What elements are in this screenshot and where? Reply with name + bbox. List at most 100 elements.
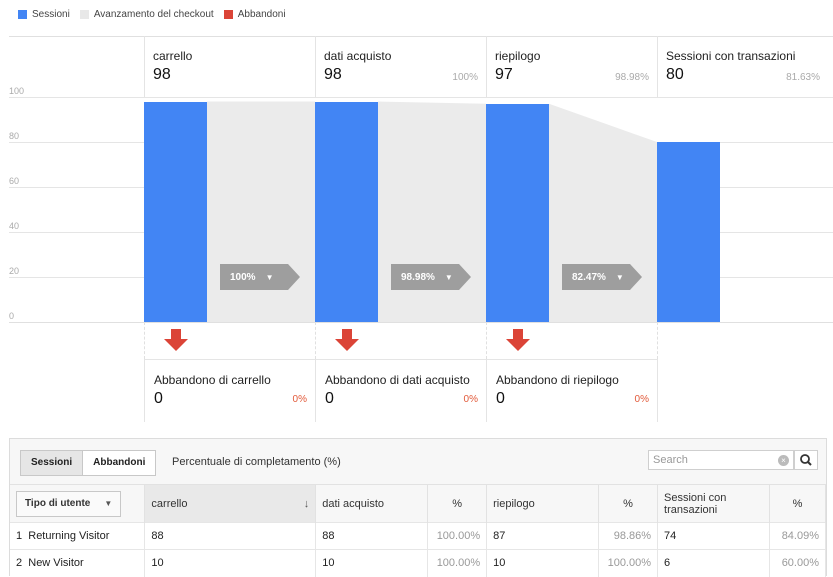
legend-label: Avanzamento del checkout [93, 9, 214, 20]
chevron-down-icon: ▼ [265, 272, 274, 282]
gridline [9, 97, 833, 98]
legend-item-abandons: Abbandoni [223, 9, 286, 20]
legend-item-progress: Avanzamento del checkout [79, 9, 214, 20]
search-button[interactable] [794, 450, 818, 470]
stage-value-transactions: 80 [666, 66, 684, 83]
column-separator [144, 36, 145, 97]
search-icon [800, 454, 812, 466]
column-header-cart[interactable]: carrello ↓ [144, 484, 317, 523]
abandon-title-cart: Abbandono di carrello [154, 373, 271, 387]
bar-transactions[interactable] [657, 142, 720, 322]
legend-swatch-red [223, 10, 233, 19]
chart-legend: Sessioni Avanzamento del checkout Abband… [18, 9, 296, 20]
chevron-down-icon: ▼ [444, 272, 453, 282]
cell-purchase-data: 10 [315, 549, 429, 577]
stage-value-summary: 97 [495, 66, 513, 83]
stage-pct-purchase-data: 100% [452, 72, 478, 83]
cell-transactions: 74 [657, 522, 770, 550]
cell-pct: 100.00% [427, 549, 488, 577]
abandon-value-summary: 0 [496, 390, 505, 407]
dimension-header: Tipo di utente ▼ [10, 484, 146, 523]
cell-summary: 10 [486, 549, 600, 577]
stage-name-cart: carrello [153, 49, 193, 63]
table-header-row: Tipo di utente ▼ carrello ↓ dati acquist… [10, 484, 827, 523]
breakdown-table: Tipo di utente ▼ carrello ↓ dati acquist… [10, 484, 827, 577]
cell-summary: 87 [486, 522, 600, 550]
dimension-label: Tipo di utente [25, 498, 91, 509]
column-separator [486, 359, 487, 422]
cell-pct: 100.00% [427, 522, 488, 550]
search-input[interactable]: Search × [648, 450, 794, 470]
stage-value-purchase-data: 98 [324, 66, 342, 83]
cell-pct: 98.86% [598, 522, 659, 550]
bar-cart[interactable] [144, 101, 207, 322]
column-header-purchase-data[interactable]: dati acquisto [315, 484, 429, 523]
row-name[interactable]: Returning Visitor [28, 530, 110, 542]
abandon-arrow-icon[interactable] [164, 329, 188, 351]
gridline [9, 322, 833, 323]
abandon-arrow-icon[interactable] [506, 329, 530, 351]
cell-cart: 88 [144, 522, 317, 550]
toggle-abandons[interactable]: Abbandoni [93, 457, 146, 468]
flow-rate-pill[interactable]: 98.98% ▼ [391, 264, 471, 290]
cell-pct: 100.00% [598, 549, 659, 577]
column-separator [144, 359, 145, 422]
legend-label: Sessioni [32, 9, 70, 20]
y-tick-label: 100 [9, 86, 25, 96]
column-header-summary[interactable]: riepilogo [486, 484, 600, 523]
stage-name-purchase-data: dati acquisto [324, 49, 392, 63]
bar-summary[interactable] [486, 103, 549, 322]
cell-pct: 60.00% [769, 549, 827, 577]
stage-value-cart: 98 [153, 66, 171, 83]
legend-swatch-gray [79, 10, 89, 19]
column-separator [657, 322, 658, 359]
column-header-pct[interactable]: % [769, 484, 827, 523]
toggle-sessions[interactable]: Sessioni [21, 451, 84, 475]
row-name[interactable]: New Visitor [28, 557, 84, 570]
funnel-chart: carrello 98 dati acquisto 98 100% riepil… [9, 36, 833, 422]
column-separator [315, 322, 316, 359]
table-row[interactable]: 1 Returning Visitor 88 88 100.00% 87 98.… [10, 522, 827, 550]
dimension-selector[interactable]: Tipo di utente ▼ [16, 490, 122, 517]
chart-top-border [9, 36, 833, 37]
table-row[interactable]: 2 New Visitor 10 10 100.00% 10 100.00% 6… [10, 549, 827, 577]
abandon-pct-purchase-data: 0% [463, 394, 478, 405]
row-label: 1 Returning Visitor [10, 522, 146, 550]
flow-rate-pill[interactable]: 82.47% ▼ [562, 264, 642, 290]
metric-toggle: Sessioni Abbandoni [20, 450, 157, 476]
abandon-title-purchase-data: Abbandono di dati acquisto [325, 373, 470, 387]
stage-pct-transactions: 81.63% [786, 72, 820, 83]
stage-name-summary: riepilogo [495, 49, 541, 63]
stage-name-transactions: Sessioni con transazioni [666, 49, 796, 63]
stage-pct-summary: 98.98% [615, 72, 649, 83]
completion-percentage-label[interactable]: Percentuale di completamento (%) [172, 456, 341, 468]
cell-cart: 10 [144, 549, 317, 577]
column-separator [315, 359, 316, 422]
column-header-transactions[interactable]: Sessioni con transazioni [657, 484, 770, 523]
row-index: 2 [16, 557, 23, 570]
abandon-arrow-icon[interactable] [335, 329, 359, 351]
y-tick-label: 0 [9, 311, 15, 321]
flow-rate-label: 98.98% [401, 271, 435, 283]
column-separator [657, 359, 658, 422]
y-tick-label: 60 [9, 176, 20, 186]
abandon-title-summary: Abbandono di riepilogo [496, 373, 619, 387]
flow-rate-pill[interactable]: 100% ▼ [220, 264, 300, 290]
column-header-pct[interactable]: % [598, 484, 659, 523]
search-placeholder: Search [653, 454, 688, 466]
legend-swatch-blue [18, 10, 27, 19]
abandon-value-cart: 0 [154, 390, 163, 407]
y-tick-label: 80 [9, 131, 20, 141]
y-tick-label: 20 [9, 266, 20, 276]
column-separator [486, 322, 487, 359]
column-header-label: carrello [151, 497, 188, 510]
cell-purchase-data: 88 [315, 522, 429, 550]
clear-icon[interactable]: × [778, 455, 789, 466]
bar-purchase-data[interactable] [315, 101, 378, 322]
flow-rate-label: 82.47% [572, 271, 606, 283]
chevron-down-icon: ▼ [104, 499, 113, 508]
legend-label: Abbandoni [237, 9, 286, 20]
legend-item-sessions: Sessioni [18, 9, 70, 20]
column-header-pct[interactable]: % [427, 484, 488, 523]
cell-pct: 84.09% [769, 522, 827, 550]
